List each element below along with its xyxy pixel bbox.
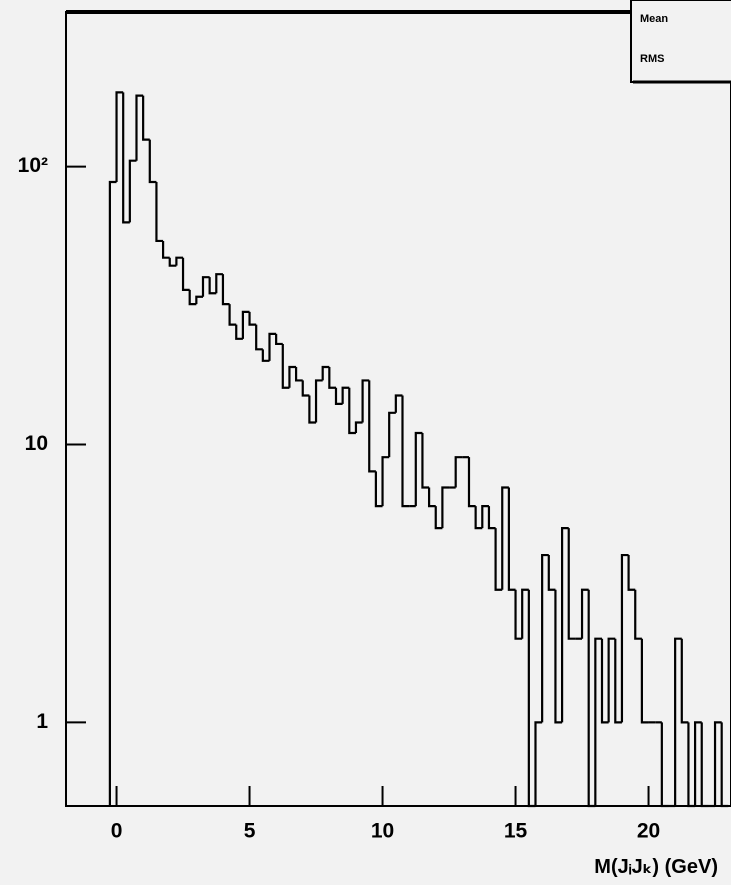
histogram-bin xyxy=(115,91,124,183)
histogram-bin xyxy=(501,486,509,590)
histogram-bin xyxy=(394,394,403,413)
histogram-bin xyxy=(627,555,636,591)
x-axis-label: M(JᵢJₖ) (GeV) xyxy=(594,856,718,878)
histogram-bin xyxy=(374,471,383,508)
y-tick-label: 1 xyxy=(36,710,48,733)
histogram-bin xyxy=(441,486,450,529)
histogram-bin xyxy=(607,637,616,723)
histogram-bin xyxy=(401,395,410,508)
histogram-bin xyxy=(321,365,330,381)
histogram-bin xyxy=(168,257,177,267)
histogram-bin xyxy=(208,277,217,295)
histogram-bin xyxy=(235,324,243,340)
histogram-bin xyxy=(334,387,343,405)
histogram-bin xyxy=(600,638,609,724)
histogram-bin xyxy=(527,589,536,808)
histogram-bin xyxy=(128,159,137,223)
histogram-bin xyxy=(175,256,184,266)
histogram-bin xyxy=(720,722,729,808)
histogram-bin xyxy=(148,139,157,184)
histogram-bin xyxy=(341,386,350,404)
histogram-bin xyxy=(547,555,556,591)
histogram-bin xyxy=(687,722,696,808)
histogram-bin xyxy=(494,528,503,591)
histogram-bin xyxy=(381,456,390,507)
histogram-bin xyxy=(195,295,203,305)
histogram-bin xyxy=(700,722,709,808)
histogram-bin xyxy=(521,588,529,639)
histogram-bin xyxy=(481,505,489,529)
histogram-bin xyxy=(534,721,543,806)
histogram-bin xyxy=(434,506,443,530)
histogram-bin xyxy=(713,721,722,806)
stats-label: Mean xyxy=(640,13,668,25)
histogram-bin xyxy=(142,95,150,141)
histogram-bin xyxy=(388,411,396,458)
histogram-bin xyxy=(594,637,602,806)
histogram-bin xyxy=(614,638,622,724)
histogram-bin xyxy=(454,456,463,488)
histogram-bin xyxy=(361,379,370,423)
histogram-bin xyxy=(474,506,483,530)
histogram-bin xyxy=(308,395,317,424)
histogram-bin xyxy=(241,310,250,339)
histogram-bin xyxy=(221,274,230,306)
histogram-bin xyxy=(201,276,210,297)
histogram-bin xyxy=(268,332,277,361)
histogram-bin xyxy=(354,421,363,433)
histogram-bin xyxy=(248,311,257,326)
x-tick-label: 10 xyxy=(371,820,394,843)
histogram-bin xyxy=(368,380,376,473)
histogram-bin xyxy=(155,182,164,243)
histogram-bin xyxy=(135,94,144,161)
plot-frame xyxy=(65,11,731,807)
histogram-bin xyxy=(348,387,356,435)
histogram-bin xyxy=(314,379,323,423)
histogram-bin xyxy=(228,304,237,326)
histogram-bin xyxy=(261,349,270,362)
y-tick-label: 10 xyxy=(25,432,48,455)
histogram-bin xyxy=(275,333,283,346)
histogram-bin xyxy=(560,527,569,723)
histogram-bin xyxy=(514,589,523,640)
histogram-bin xyxy=(660,722,669,808)
histogram-bin xyxy=(640,638,649,724)
histogram-bin xyxy=(567,528,576,640)
histogram-bin xyxy=(580,588,589,639)
histogram-bin xyxy=(421,432,430,489)
histogram-bin xyxy=(161,240,170,259)
histogram-bin xyxy=(122,92,130,224)
histogram-bin xyxy=(467,457,476,508)
histogram-bin xyxy=(634,589,642,640)
x-tick-label: 20 xyxy=(637,820,660,843)
histogram-bin xyxy=(181,257,190,291)
histogram-bin xyxy=(294,367,303,382)
histogram-bin xyxy=(188,289,197,306)
histogram-bin xyxy=(281,343,290,389)
histogram-bin xyxy=(554,589,563,724)
histogram-bin xyxy=(693,721,702,806)
histogram-bin xyxy=(680,638,689,724)
histogram-bin xyxy=(620,553,629,723)
histogram-bin xyxy=(328,367,336,389)
histogram-bin xyxy=(487,506,496,530)
x-tick-label: 0 xyxy=(111,820,123,843)
histogram-bin xyxy=(301,380,310,397)
histogram-bin xyxy=(255,324,263,351)
stats-label: RMS xyxy=(640,53,664,65)
y-tick-label: 10² xyxy=(18,154,48,177)
histogram-bin xyxy=(414,431,423,507)
histogram-bin xyxy=(427,487,436,508)
histogram-bin xyxy=(541,553,549,723)
histogram-bin xyxy=(674,637,682,806)
histogram-bin xyxy=(507,487,516,591)
x-tick-label: 15 xyxy=(504,820,528,843)
histogram-bin xyxy=(215,273,223,294)
histogram-bin xyxy=(108,180,117,806)
histogram-bin xyxy=(288,365,297,388)
histogram-bin xyxy=(587,589,596,808)
x-tick-label: 5 xyxy=(244,820,256,843)
